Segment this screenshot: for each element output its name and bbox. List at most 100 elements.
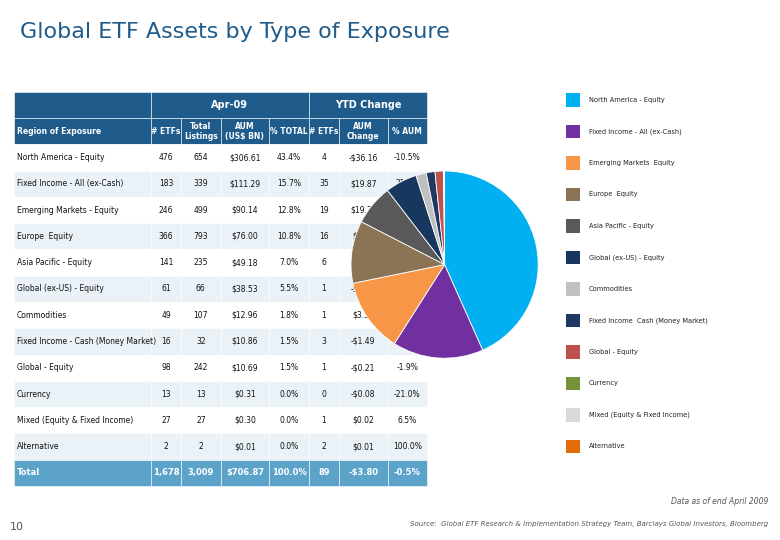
Text: Europe  Equity: Europe Equity [589, 191, 637, 198]
Text: $0.01: $0.01 [353, 442, 374, 451]
Text: Mixed (Equity & Fixed Income): Mixed (Equity & Fixed Income) [17, 416, 133, 425]
Bar [181, 381, 221, 407]
Text: Commodities: Commodities [17, 310, 67, 320]
Text: Global - Equity: Global - Equity [589, 349, 637, 355]
Text: Global (ex-US) - Equity: Global (ex-US) - Equity [17, 285, 104, 293]
Bar [181, 171, 221, 197]
Text: Alternative: Alternative [17, 442, 59, 451]
Text: 89: 89 [318, 468, 330, 477]
Bar [269, 434, 309, 460]
Text: $0.41: $0.41 [353, 232, 374, 241]
Bar [221, 381, 269, 407]
Bar [221, 276, 269, 302]
Text: 141: 141 [159, 258, 173, 267]
Text: Alternative: Alternative [589, 443, 626, 449]
Bar [269, 144, 309, 171]
Bar [339, 434, 388, 460]
Bar [14, 223, 151, 249]
Bar [339, 328, 388, 355]
Bar [388, 171, 427, 197]
Text: North America - Equity: North America - Equity [17, 153, 105, 162]
Text: Global ETF Assets by Type of Exposure: Global ETF Assets by Type of Exposure [20, 22, 449, 42]
Bar [388, 434, 427, 460]
Bar [151, 171, 181, 197]
Bar [309, 92, 427, 118]
Text: 16: 16 [161, 337, 171, 346]
Text: $0.31: $0.31 [234, 389, 256, 399]
Text: -0.5%: -0.5% [394, 468, 420, 477]
Text: 246: 246 [159, 206, 173, 214]
Text: -$5.95: -$5.95 [351, 285, 376, 293]
Bar [388, 276, 427, 302]
Bar [14, 118, 151, 144]
Bar [309, 460, 339, 486]
Bar [221, 197, 269, 223]
Text: 21.7%: 21.7% [395, 179, 420, 188]
Text: Fixed Income - Cash (Money Market): Fixed Income - Cash (Money Market) [17, 337, 156, 346]
Text: 66: 66 [196, 285, 206, 293]
Bar [309, 355, 339, 381]
Text: $90.14: $90.14 [232, 206, 258, 214]
Bar [151, 92, 309, 118]
Bar [181, 118, 221, 144]
Text: $0.30: $0.30 [234, 416, 256, 425]
Bar [14, 477, 478, 486]
Text: 183: 183 [159, 179, 173, 188]
Bar [221, 355, 269, 381]
Text: Asia Pacific - Equity: Asia Pacific - Equity [589, 223, 654, 229]
Bar [566, 282, 580, 296]
Bar [14, 276, 151, 302]
Text: 654: 654 [193, 153, 208, 162]
Bar [151, 381, 181, 407]
Bar [388, 118, 427, 144]
Bar [14, 434, 151, 460]
Text: $38.53: $38.53 [232, 285, 258, 293]
Bar [339, 171, 388, 197]
Text: Fixed Income  Cash (Money Market): Fixed Income Cash (Money Market) [589, 317, 707, 323]
Text: Data as of end April 2009: Data as of end April 2009 [671, 497, 768, 505]
Text: Total
Listings: Total Listings [184, 122, 218, 141]
Wedge shape [445, 171, 538, 350]
Text: $12.96: $12.96 [232, 310, 258, 320]
Text: -$1.49: -$1.49 [351, 337, 375, 346]
Bar [269, 249, 309, 276]
Bar [339, 381, 388, 407]
Bar [151, 302, 181, 328]
Text: 100.0%: 100.0% [393, 442, 422, 451]
Bar [221, 171, 269, 197]
Bar [151, 144, 181, 171]
Bar [309, 302, 339, 328]
Text: North America - Equity: North America - Equity [589, 97, 665, 103]
Text: Currency: Currency [17, 389, 51, 399]
Bar [388, 328, 427, 355]
Bar [151, 460, 181, 486]
Bar [566, 187, 580, 201]
Text: $10.69: $10.69 [232, 363, 258, 372]
Bar [339, 223, 388, 249]
Text: 366: 366 [158, 232, 173, 241]
Bar [14, 328, 151, 355]
Text: 19: 19 [319, 206, 328, 214]
Bar [151, 223, 181, 249]
Wedge shape [361, 191, 445, 265]
Text: Total: Total [17, 468, 40, 477]
Text: Global - Equity: Global - Equity [17, 363, 73, 372]
Text: 6: 6 [321, 258, 326, 267]
Wedge shape [353, 265, 445, 343]
Bar [388, 460, 427, 486]
Text: 3: 3 [321, 337, 326, 346]
Text: Fixed Income - All (ex-Cash): Fixed Income - All (ex-Cash) [589, 128, 682, 134]
Bar [566, 125, 580, 138]
Bar [566, 345, 580, 359]
Text: 1: 1 [321, 310, 326, 320]
Bar [339, 302, 388, 328]
Bar [269, 302, 309, 328]
Bar [14, 92, 151, 118]
Text: $706.87: $706.87 [226, 468, 264, 477]
Bar [388, 302, 427, 328]
Text: 0.0%: 0.0% [279, 442, 299, 451]
Wedge shape [388, 176, 445, 265]
Text: -$2.92: -$2.92 [351, 258, 375, 267]
Text: 1: 1 [321, 285, 326, 293]
Bar [151, 407, 181, 434]
